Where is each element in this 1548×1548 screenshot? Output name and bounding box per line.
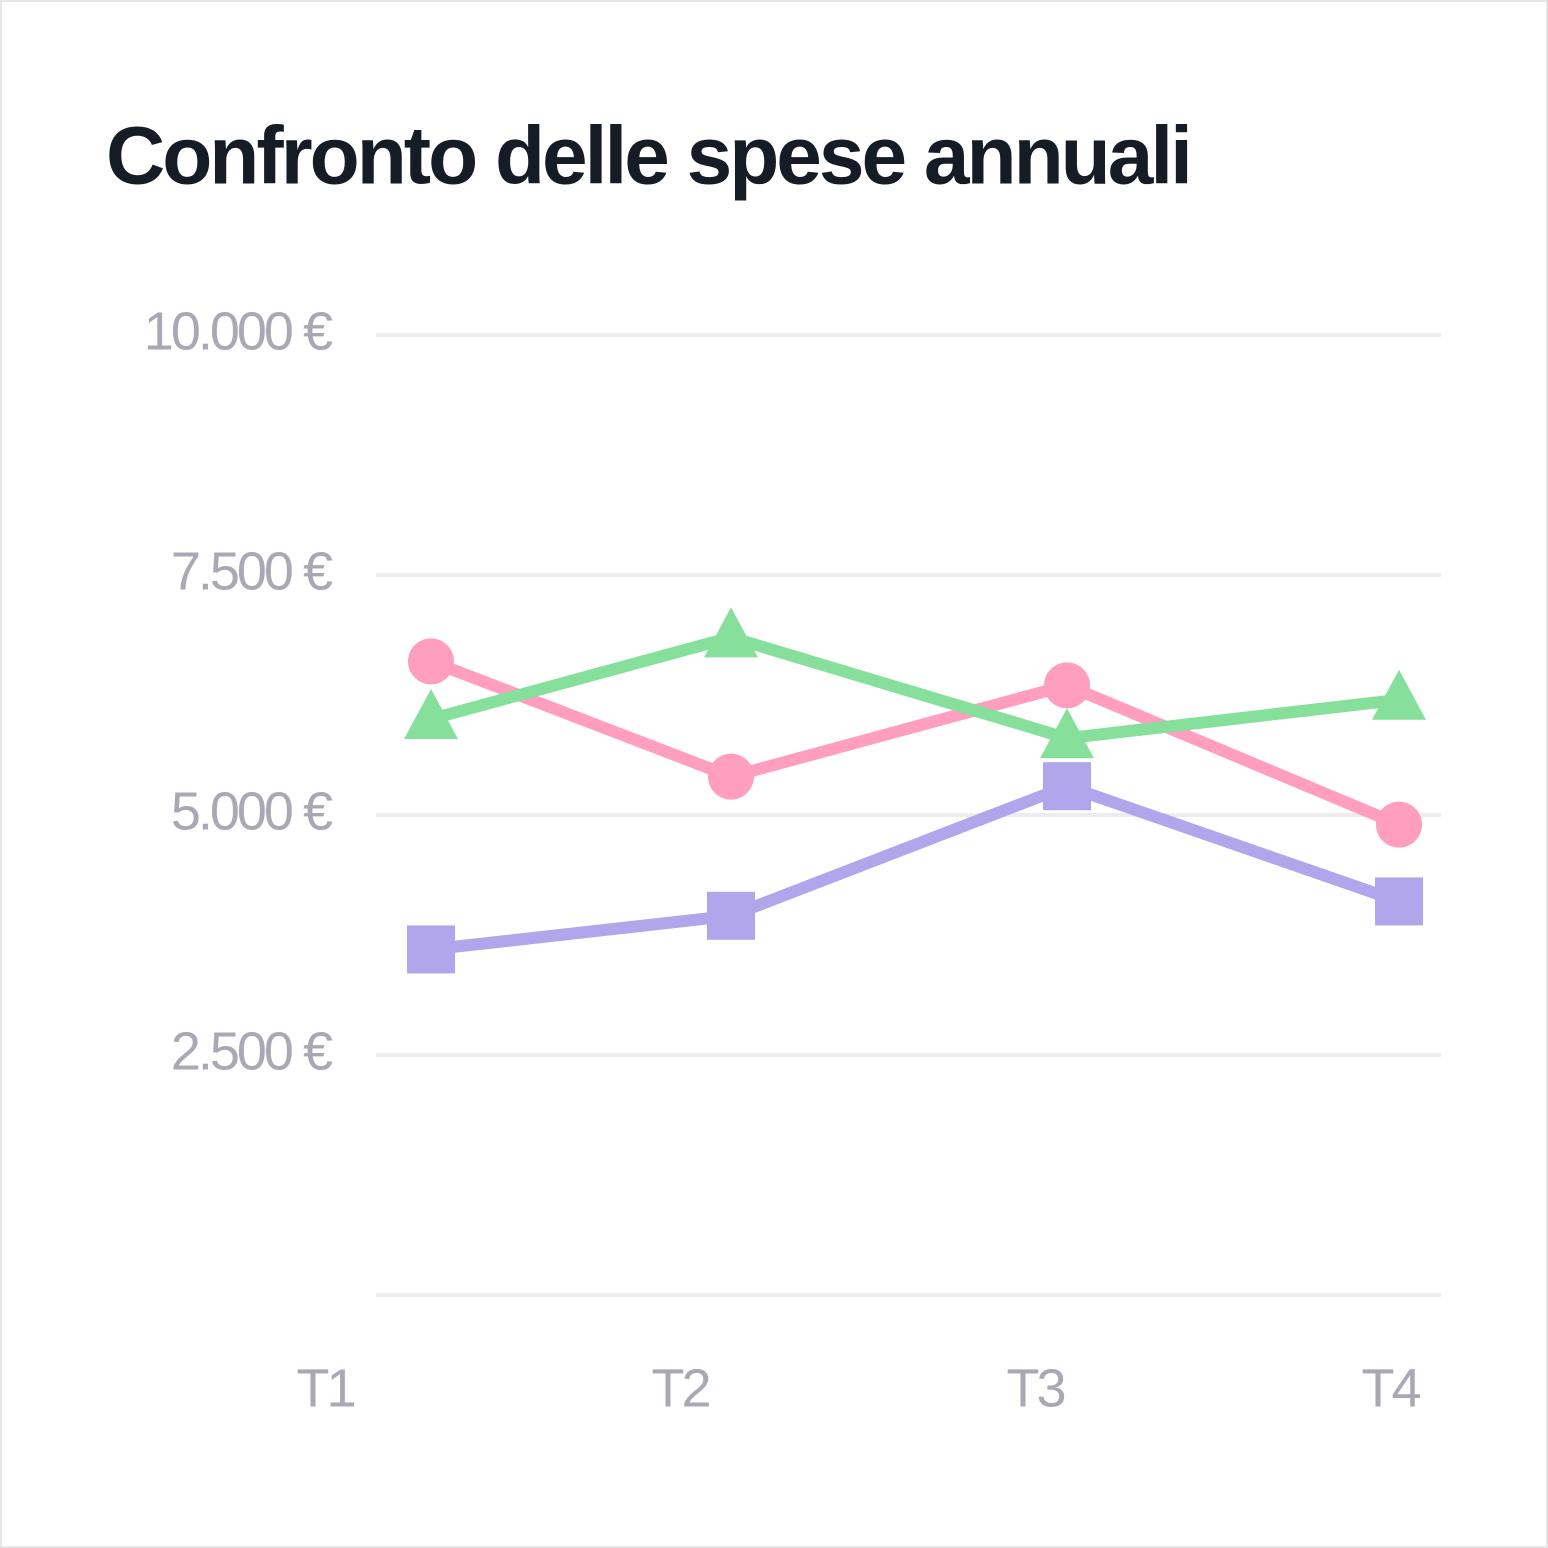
point: [1040, 708, 1094, 759]
y-tick-label: 7.500 €: [171, 541, 333, 601]
point: [1375, 877, 1423, 926]
point: [1043, 762, 1091, 811]
point: [708, 753, 754, 800]
x-tick-label: T2: [651, 1358, 709, 1418]
x-tick-label: T4: [1361, 1358, 1420, 1418]
point: [1372, 669, 1426, 720]
chart-title: Confronto delle spese annuali: [106, 111, 1190, 202]
point: [704, 607, 758, 658]
point: [1044, 662, 1090, 709]
y-tick-label: 10.000 €: [144, 301, 333, 361]
point: [404, 689, 458, 739]
x-tick-label: T3: [1006, 1358, 1064, 1418]
point: [407, 925, 455, 974]
point: [408, 638, 454, 685]
series-line: [428, 655, 1402, 831]
y-tick-label: 5.000 €: [171, 781, 333, 841]
series-line: [429, 631, 1400, 745]
point: [707, 891, 755, 940]
y-tick-label: 2.500 €: [171, 1021, 333, 1081]
x-tick-label: T1: [296, 1358, 354, 1418]
point: [1376, 801, 1422, 848]
series-line: [430, 780, 1401, 956]
